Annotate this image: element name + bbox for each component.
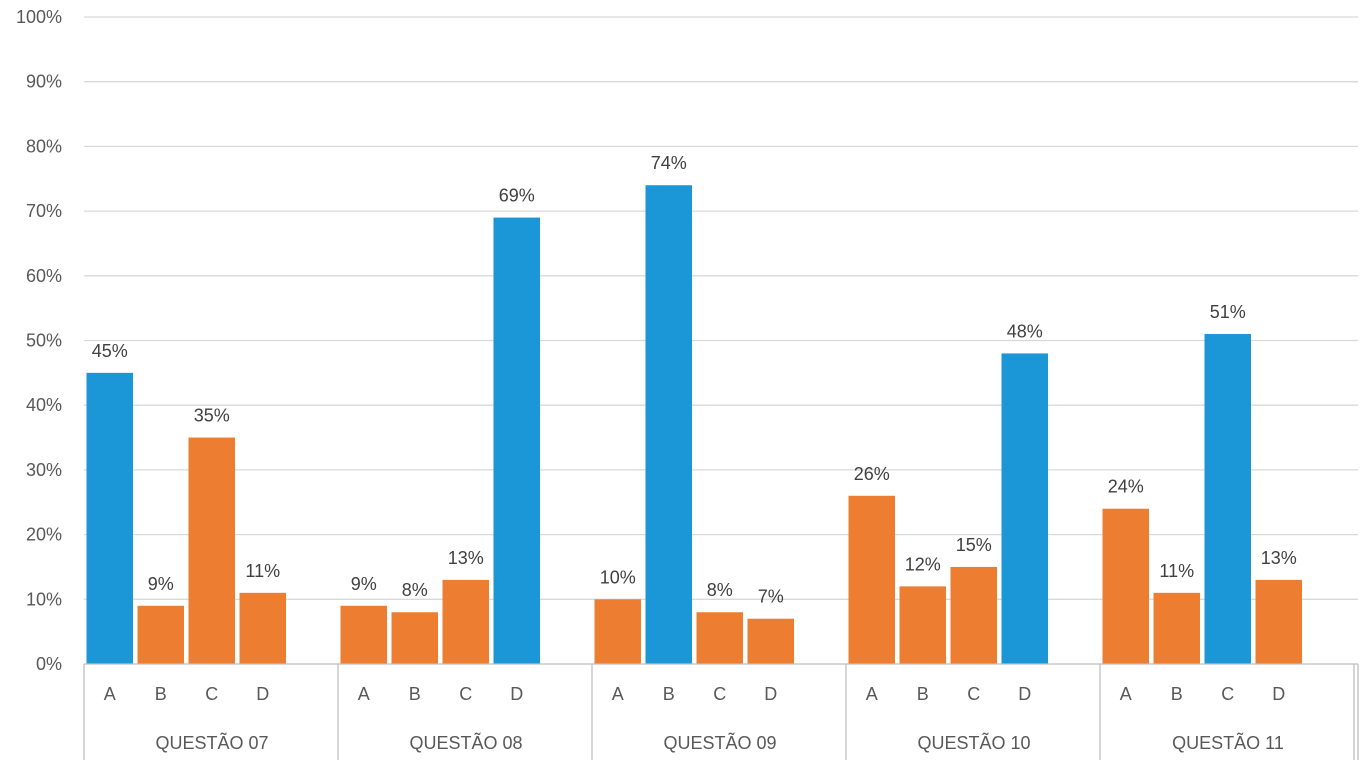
bar	[899, 586, 946, 664]
data-label: 12%	[905, 554, 941, 574]
data-label: 51%	[1210, 302, 1246, 322]
data-label: 26%	[854, 464, 890, 484]
y-tick-label: 40%	[26, 395, 62, 415]
data-label: 10%	[600, 567, 636, 587]
x-tick-label: B	[917, 684, 929, 704]
bar	[137, 605, 184, 664]
data-label: 13%	[448, 548, 484, 568]
bar	[1204, 334, 1251, 664]
x-tick-label: D	[1018, 684, 1031, 704]
data-label: 74%	[651, 153, 687, 173]
bar	[1255, 579, 1302, 664]
y-tick-label: 60%	[26, 266, 62, 286]
x-group-label: QUESTÃO 08	[409, 732, 522, 753]
x-tick-label: A	[1120, 684, 1132, 704]
x-tick-label: B	[1171, 684, 1183, 704]
bar	[747, 618, 794, 664]
x-tick-label: D	[764, 684, 777, 704]
data-label: 11%	[245, 561, 280, 581]
x-tick-label: C	[1221, 684, 1234, 704]
x-tick-label: B	[409, 684, 421, 704]
y-tick-label: 30%	[26, 460, 62, 480]
data-label: 9%	[351, 574, 377, 594]
y-tick-label: 70%	[26, 201, 62, 221]
x-tick-label: B	[155, 684, 167, 704]
data-label: 15%	[956, 535, 992, 555]
x-tick-label: D	[256, 684, 269, 704]
data-label: 11%	[1159, 561, 1194, 581]
bar	[1001, 353, 1048, 664]
data-label: 9%	[148, 574, 174, 594]
bar	[950, 566, 997, 664]
bar	[442, 579, 489, 664]
y-tick-label: 50%	[26, 331, 62, 351]
y-tick-label: 100%	[16, 7, 62, 27]
bar	[239, 592, 286, 664]
x-group-label: QUESTÃO 10	[917, 732, 1030, 753]
y-tick-label: 20%	[26, 525, 62, 545]
x-tick-label: D	[1272, 684, 1285, 704]
x-tick-label: D	[510, 684, 523, 704]
x-group-label: QUESTÃO 07	[155, 732, 268, 753]
data-label: 8%	[707, 580, 733, 600]
data-label: 48%	[1007, 321, 1043, 341]
bar	[340, 605, 387, 664]
x-tick-label: C	[967, 684, 980, 704]
bar	[848, 495, 895, 664]
y-tick-label: 80%	[26, 136, 62, 156]
x-tick-label: A	[104, 684, 116, 704]
bar	[1153, 592, 1200, 664]
x-tick-label: C	[713, 684, 726, 704]
data-label: 45%	[92, 341, 128, 361]
y-tick-label: 0%	[36, 654, 62, 674]
x-tick-label: A	[612, 684, 624, 704]
x-tick-label: A	[866, 684, 878, 704]
x-group-label: QUESTÃO 09	[663, 732, 776, 753]
data-label: 13%	[1261, 548, 1297, 568]
data-label: 69%	[499, 186, 535, 206]
bar	[493, 217, 540, 664]
bar	[86, 372, 133, 664]
data-label: 8%	[402, 580, 428, 600]
bar	[696, 612, 743, 664]
x-tick-label: B	[663, 684, 675, 704]
bar	[391, 612, 438, 664]
y-tick-label: 90%	[26, 72, 62, 92]
data-label: 24%	[1108, 477, 1144, 497]
bar	[188, 437, 235, 664]
x-group-label: QUESTÃO 11	[1172, 732, 1284, 753]
y-tick-label: 10%	[26, 589, 62, 609]
data-label: 35%	[194, 406, 230, 426]
bar	[645, 185, 692, 664]
x-tick-label: A	[358, 684, 370, 704]
bar	[1102, 508, 1149, 664]
x-tick-label: C	[205, 684, 218, 704]
bar	[594, 599, 641, 664]
data-label: 7%	[758, 587, 784, 607]
x-tick-label: C	[459, 684, 472, 704]
